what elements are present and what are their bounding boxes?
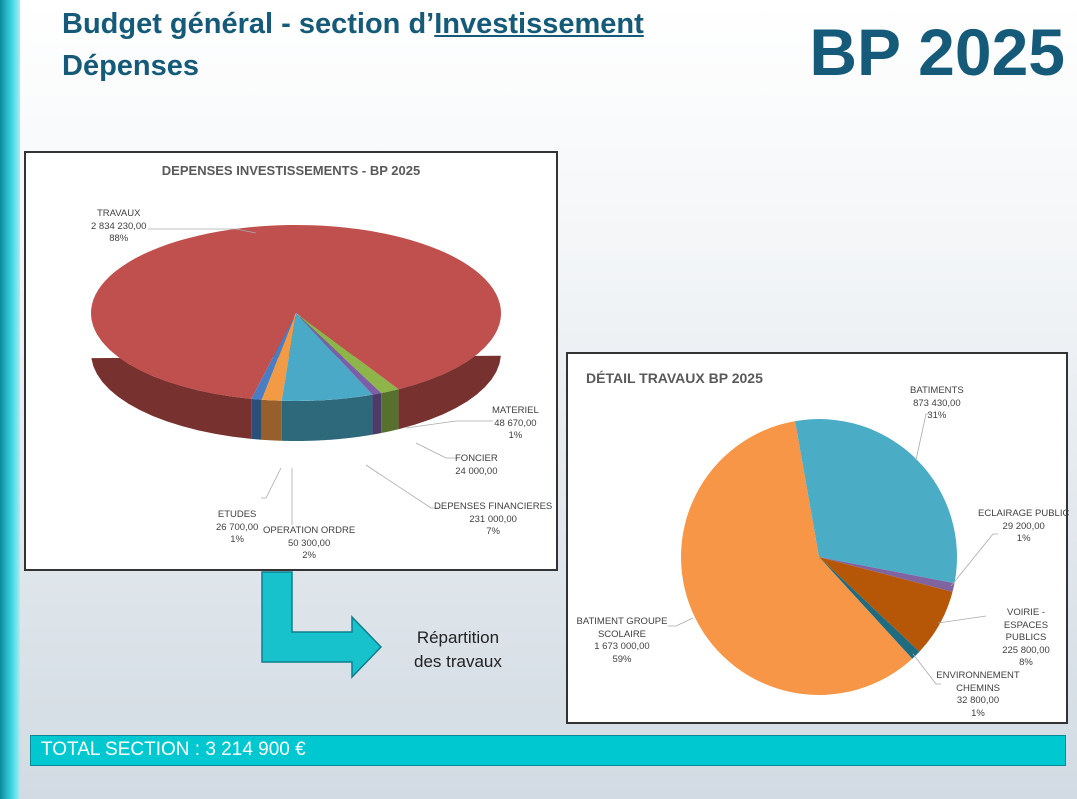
title-emphasis: Investissement (434, 8, 644, 40)
label-environnement: ENVIRONNEMENT CHEMINS 32 800,00 1% (936, 670, 1020, 719)
chart-detail-travaux: DÉTAIL TRAVAUX BP 2025 BATIMENTS 873 430,… (566, 352, 1070, 724)
label-voirie: VOIRIE - ESPACES PUBLICS 225 800,00 8% (1002, 607, 1050, 668)
label-depenses-financieres: DEPENSES FINANCIERES 231 000,00 7% (434, 501, 553, 537)
page-subtitle: Dépenses (62, 50, 200, 82)
pie-side-materiel (381, 389, 399, 434)
title-prefix: Budget général - section d’ (62, 8, 435, 40)
chart-title: DEPENSES INVESTISSEMENTS - BP 2025 (161, 163, 421, 178)
pie-side-foncier (372, 393, 382, 435)
pie-slice-environnement-chemins (819, 557, 920, 659)
budget-badge: BP 2025 (809, 15, 1065, 89)
arrow-label: Répartition des travaux (414, 628, 502, 671)
leader-lines (668, 413, 998, 685)
chart-title: DÉTAIL TRAVAUX BP 2025 (586, 370, 763, 386)
pie-side-etudes (251, 398, 262, 440)
chart-depenses-investissements: DEPENSES INVESTISSEMENTS - BP 2025 TRAVA… (24, 151, 558, 571)
label-etudes: ETUDES 26 700,00 1% (216, 509, 259, 545)
label-batiments: BATIMENTS 873 430,00 31% (910, 385, 964, 421)
pie (668, 413, 998, 695)
pie-slice-batiment-groupe-scolaire (681, 421, 913, 695)
leader-lines (148, 228, 493, 525)
label-travaux: TRAVAUX 2 834 230,00 88% (91, 208, 147, 244)
label-batiment-groupe-scolaire: BATIMENT GROUPE SCOLAIRE 1 673 000,00 59% (576, 616, 668, 665)
pie-side-operation-ordre (261, 399, 282, 441)
label-operation-ordre: OPERATION ORDRE 50 300,00 2% (263, 525, 356, 561)
label-foncier: FONCIER 24 000,00 (455, 453, 498, 477)
pie-side-depenses-financieres (281, 394, 373, 441)
pie-slice-voirie-espaces-publics (819, 557, 953, 652)
total-section-bar: TOTAL SECTION : 3 214 900 € (30, 735, 1066, 766)
left-accent-bar (0, 0, 20, 799)
pie-slice-foncier (296, 313, 382, 395)
pie-slice-travaux (91, 225, 502, 399)
page-title: Budget général - section d’Investissemen… (62, 8, 644, 41)
pie-slice-operation-ordre (261, 313, 296, 401)
label-materiel: MATERIEL 48 670,00 1% (492, 405, 539, 441)
pie-slice-etudes (251, 313, 296, 400)
pie-slice-materiel (296, 313, 399, 394)
label-eclairage-public: ECLAIRAGE PUBLIC 29 200,00 1% (978, 508, 1070, 544)
pie-slice-eclairage-public (819, 557, 955, 592)
pie-slice-batiments (795, 419, 957, 584)
pie-slice-depenses-financieres (281, 313, 373, 401)
pie-3d (91, 225, 502, 525)
